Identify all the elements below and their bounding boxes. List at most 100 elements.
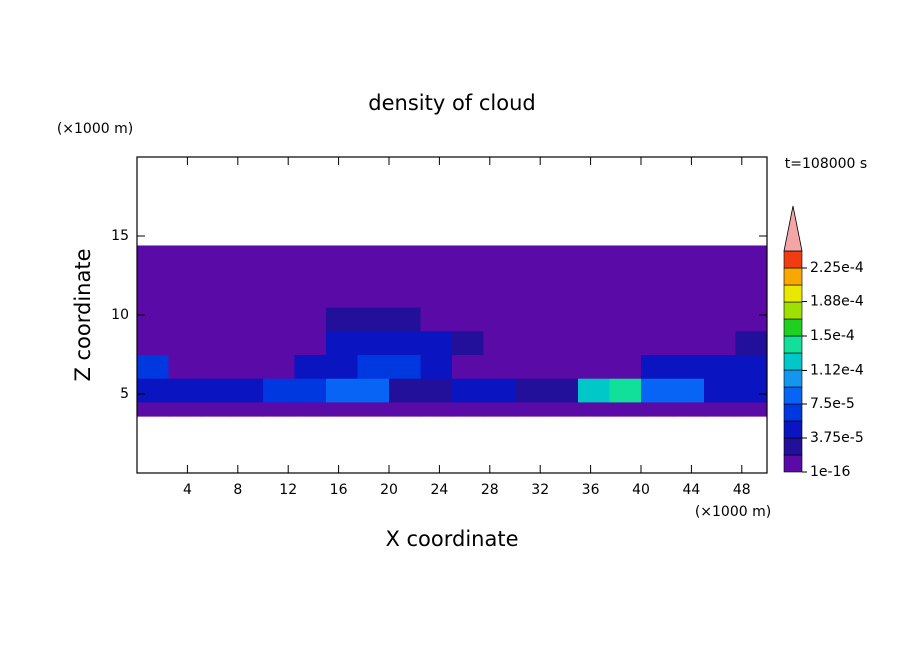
contour-cell — [389, 259, 421, 284]
contour-field — [137, 245, 768, 417]
contour-cell — [609, 401, 642, 417]
x-tick-label: 4 — [183, 482, 192, 498]
contour-cell — [263, 307, 295, 332]
contour-cell — [168, 245, 201, 261]
contour-cell — [515, 245, 547, 261]
contour-cell — [641, 378, 673, 403]
contour-cell — [200, 354, 232, 379]
contour-cell — [357, 330, 390, 355]
y-tick-label: 10 — [111, 307, 129, 323]
contour-cell — [263, 283, 295, 308]
contour-cell — [263, 330, 295, 355]
contour-cell — [200, 330, 232, 355]
contour-cell — [263, 378, 295, 403]
contour-cell — [452, 378, 484, 403]
contour-cell — [609, 307, 642, 332]
contour-cell — [578, 330, 610, 355]
colorbar-band — [783, 454, 803, 473]
contour-cell — [452, 245, 484, 261]
y-unit: (×1000 m) — [57, 121, 133, 137]
contour-cell — [483, 245, 516, 261]
x-tick-label: 16 — [330, 482, 348, 498]
contour-cell — [389, 245, 421, 261]
contour-cell — [420, 259, 453, 284]
time-label: t=108000 s — [785, 156, 867, 172]
contour-cell — [200, 307, 232, 332]
contour-cell — [357, 378, 390, 403]
contour-cell — [168, 307, 201, 332]
x-tick-label: 44 — [682, 482, 700, 498]
x-tick-label: 12 — [279, 482, 297, 498]
contour-cell — [515, 401, 547, 417]
contour-cell — [294, 401, 327, 417]
contour-cell — [515, 307, 547, 332]
contour-cell — [137, 259, 169, 284]
contour-cell — [326, 307, 358, 332]
contour-cell — [168, 259, 201, 284]
contour-cell — [452, 307, 484, 332]
contour-cell — [168, 330, 201, 355]
contour-cell — [357, 259, 390, 284]
contour-cell — [294, 378, 327, 403]
contour-cell — [483, 401, 516, 417]
contour-cell — [420, 401, 453, 417]
contour-cell — [483, 330, 516, 355]
contour-cell — [137, 401, 169, 417]
contour-cell — [546, 307, 579, 332]
contour-cell — [515, 259, 547, 284]
colorbar-tick-label: 3.75e-5 — [810, 430, 864, 446]
colorbar-band — [783, 403, 803, 422]
contour-cell — [546, 259, 579, 284]
colorbar-band — [783, 420, 803, 439]
contour-cell — [137, 283, 169, 308]
contour-cell — [452, 354, 484, 379]
colorbar-tick-label: 1e-16 — [810, 464, 850, 480]
contour-cell — [735, 378, 768, 403]
contour-cell — [357, 283, 390, 308]
colorbar-band — [783, 437, 803, 456]
contour-cell — [704, 378, 736, 403]
contour-cell — [735, 283, 768, 308]
x-tick-label: 48 — [733, 482, 751, 498]
colorbar-band — [783, 301, 803, 320]
contour-cell — [263, 401, 295, 417]
contour-cell — [735, 245, 768, 261]
contour-cell — [231, 307, 264, 332]
contour-cell — [641, 330, 673, 355]
contour-cell — [420, 283, 453, 308]
contour-cell — [515, 283, 547, 308]
contour-cell — [704, 330, 736, 355]
contour-cell — [578, 354, 610, 379]
contour-cell — [231, 283, 264, 308]
contour-cell — [452, 401, 484, 417]
contour-cell — [326, 330, 358, 355]
contour-cell — [672, 401, 705, 417]
colorbar-band — [783, 284, 803, 303]
colorbar-band — [783, 267, 803, 286]
y-tick-label: 15 — [111, 228, 129, 244]
contour-cell — [483, 283, 516, 308]
contour-cell — [168, 283, 201, 308]
colorbar-tick-label: 2.25e-4 — [810, 260, 864, 276]
contour-cell — [609, 259, 642, 284]
x-tick-label: 20 — [380, 482, 398, 498]
contour-cell — [357, 354, 390, 379]
contour-cell — [294, 307, 327, 332]
x-tick-label: 24 — [430, 482, 448, 498]
colorbar-tick-label: 1.5e-4 — [810, 328, 855, 344]
contour-cell — [609, 283, 642, 308]
contour-cell — [137, 378, 169, 403]
contour-cell — [137, 354, 169, 379]
contour-cell — [200, 378, 232, 403]
contour-cell — [294, 259, 327, 284]
colorbar-tick-label: 7.5e-5 — [810, 396, 855, 412]
contour-cell — [420, 245, 453, 261]
contour-cell — [231, 259, 264, 284]
contour-cell — [641, 354, 673, 379]
contour-cell — [735, 330, 768, 355]
x-tick-label: 28 — [481, 482, 499, 498]
contour-cell — [294, 283, 327, 308]
colorbar-band — [783, 352, 803, 371]
contour-cell — [672, 259, 705, 284]
